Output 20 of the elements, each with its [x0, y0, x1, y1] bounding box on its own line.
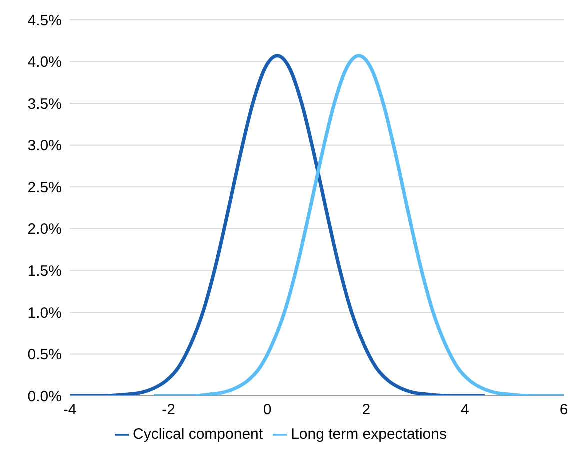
- x-tick-label: -2: [162, 402, 176, 419]
- x-tick-label: 4: [461, 402, 470, 419]
- legend-label: Cyclical component: [133, 426, 264, 443]
- line-series: [152, 54, 564, 396]
- x-tick-label: 2: [362, 402, 371, 419]
- y-tick-label: 0.5%: [28, 346, 62, 364]
- y-tick-label: 2.0%: [28, 221, 62, 238]
- y-tick-label: 4.5%: [28, 12, 62, 30]
- y-tick-label: 0.0%: [28, 388, 62, 406]
- x-tick-label: 6: [560, 402, 568, 419]
- y-tick-label: 2.5%: [28, 179, 62, 196]
- legend-label: Long term expectations: [291, 426, 447, 443]
- y-tick-label: 1.5%: [28, 262, 62, 280]
- y-tick-label: 3.0%: [28, 138, 62, 155]
- x-tick-label: 0: [263, 402, 272, 419]
- y-tick-label: 1.0%: [28, 304, 62, 322]
- y-tick-label: 4.0%: [28, 54, 62, 72]
- line-series: [70, 54, 487, 396]
- y-tick-label: 3.5%: [28, 96, 62, 113]
- x-tick-label: -4: [63, 402, 77, 419]
